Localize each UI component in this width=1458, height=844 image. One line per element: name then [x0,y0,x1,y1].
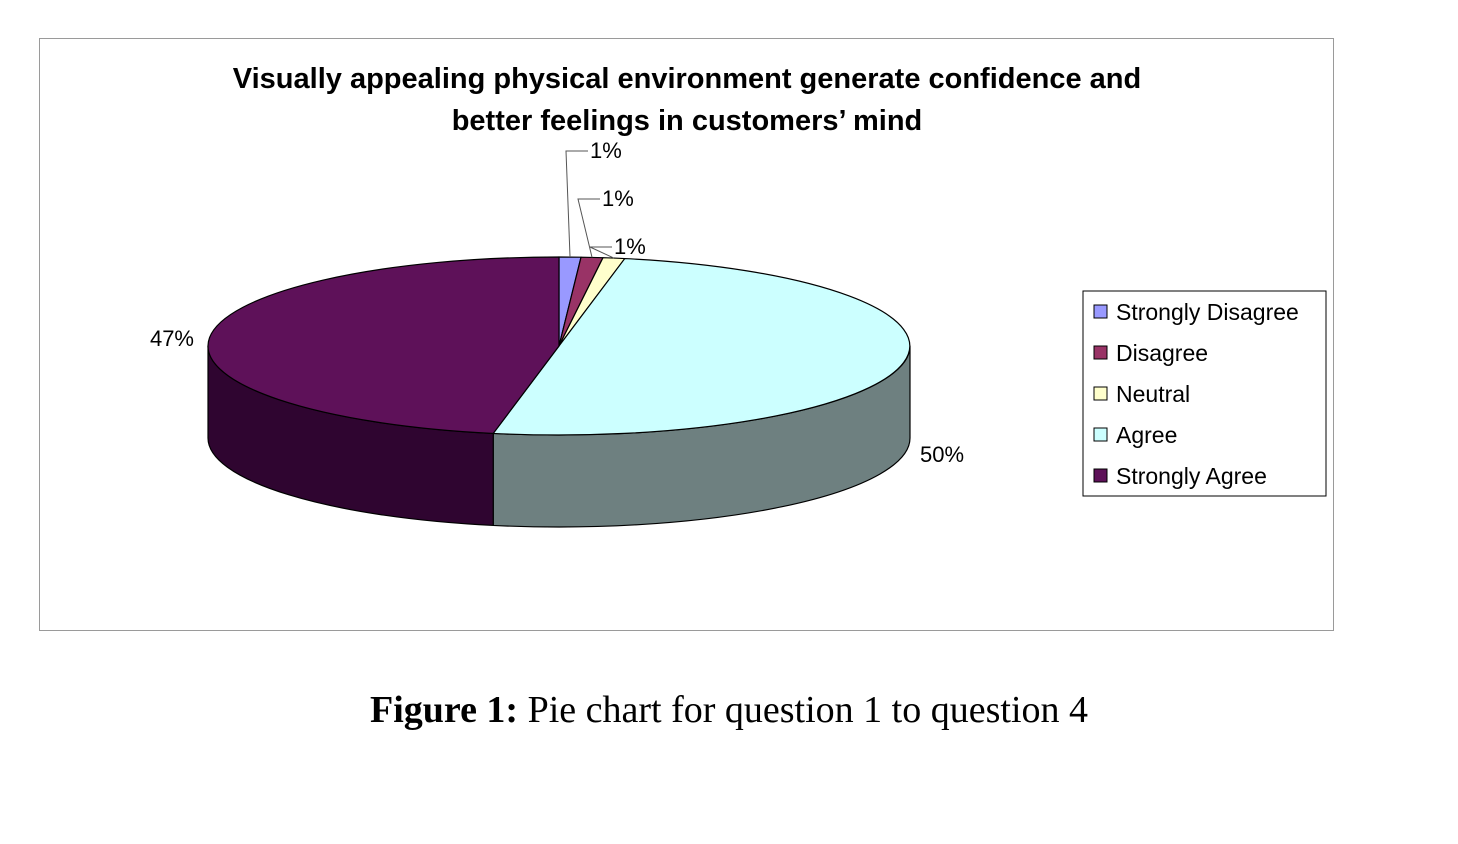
legend-label-strongly-disagree: Strongly Disagree [1116,299,1299,325]
pct-label-neutral: 1% [614,234,646,259]
legend-swatch-strongly-disagree [1093,304,1108,319]
figure-caption: Figure 1: Pie chart for question 1 to qu… [0,688,1458,732]
legend: Strongly Disagree Disagree Neutral Agree Str… [1082,290,1327,497]
legend-swatch-strongly-agree [1093,468,1108,483]
pie-slice-strongly-agree [207,256,560,435]
leader-line-strongly-disagree [565,150,588,258]
leader-line-neutral [589,246,615,259]
pct-label-strongly-agree: 47% [150,326,194,351]
legend-swatch-neutral [1093,386,1108,401]
leader-line-disagree [577,198,600,258]
legend-label-strongly-agree: Strongly Agree [1116,463,1267,489]
pct-label-agree: 50% [920,442,964,467]
legend-label-agree: Agree [1116,422,1177,448]
legend-label-disagree: Disagree [1116,340,1208,366]
legend-swatch-disagree [1093,345,1108,360]
legend-swatch-agree [1093,427,1108,442]
pct-label-disagree: 1% [602,186,634,211]
percentage-labels: 1% 1% 1% 50% 47% [150,138,964,467]
caption-prefix: Figure 1: [369,689,519,731]
legend-box [1082,290,1327,497]
caption-text: Pie chart for question 1 to question 4 [518,689,1089,731]
pct-label-strongly-disagree: 1% [590,138,622,163]
legend-label-neutral: Neutral [1116,381,1190,407]
chart-title-line-1: Visually appealing physical environment … [233,63,1141,95]
leader-lines [565,150,615,259]
chart-title-line-2: better feelings in customers’ mind [452,105,923,137]
pie-tops [207,256,911,436]
pie-slice-agree [492,257,911,436]
